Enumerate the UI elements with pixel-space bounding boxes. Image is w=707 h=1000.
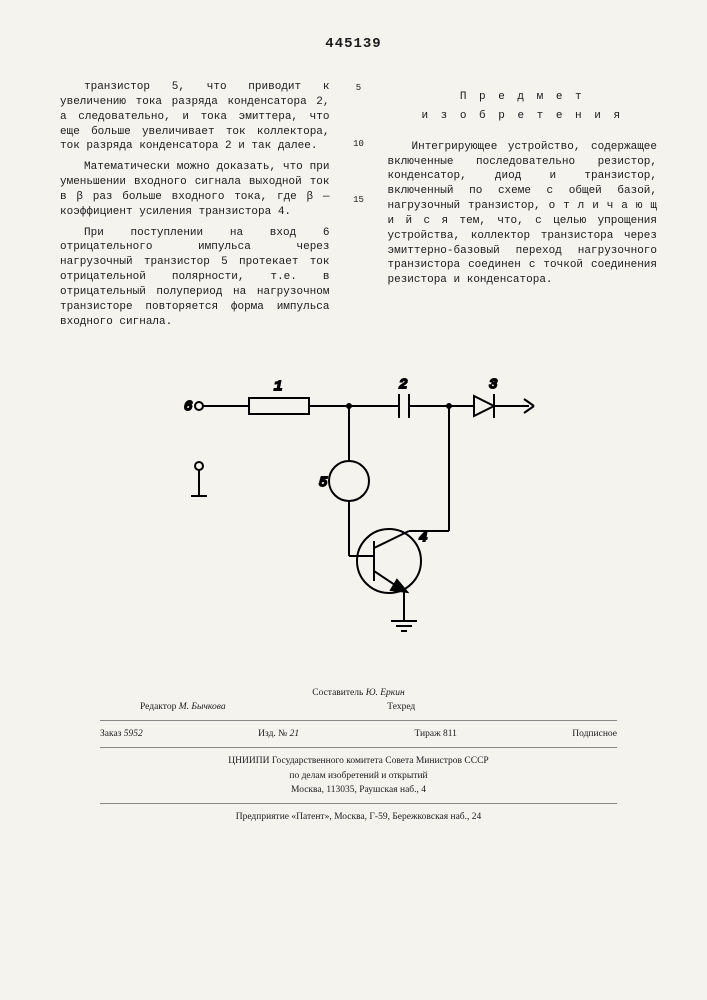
org-line-1: ЦНИИПИ Государственного комитета Совета … <box>60 754 657 768</box>
left-column: транзистор 5, что приводит к увеличению … <box>60 80 330 336</box>
line-number-gutter: 5 10 15 <box>350 80 368 336</box>
svg-text:4: 4 <box>419 530 427 546</box>
footer: Составитель Ю. Еркин Редактор М. Бычкова… <box>60 686 657 825</box>
issue-label: Изд. № <box>258 729 287 739</box>
org-line-2: по делам изобретений и открытий <box>60 769 657 783</box>
line-number: 5 <box>350 82 368 94</box>
circulation-number: 811 <box>443 729 457 739</box>
editor-label: Редактор <box>140 702 176 712</box>
svg-text:3: 3 <box>489 377 497 393</box>
issue-number: 21 <box>290 729 300 739</box>
text-columns: транзистор 5, что приводит к увеличению … <box>60 80 657 336</box>
left-paragraph-1: транзистор 5, что приводит к увеличению … <box>60 80 330 154</box>
order-number: 5952 <box>124 729 143 739</box>
subject-title-2: и з о б р е т е н и я <box>388 109 658 124</box>
svg-text:5: 5 <box>319 475 328 491</box>
subject-title-1: П р е д м е т <box>388 90 658 105</box>
compiled-by-name: Ю. Еркин <box>366 688 405 698</box>
svg-text:6: 6 <box>184 399 192 415</box>
svg-text:2: 2 <box>399 377 407 393</box>
left-paragraph-3: При поступлении на вход 6 отрицательного… <box>60 226 330 330</box>
circuit-diagram: 6 1 2 3 <box>169 366 549 646</box>
address-line-1: Москва, 113035, Раушская наб., 4 <box>60 783 657 797</box>
compiled-by-label: Составитель <box>312 688 363 698</box>
subscription-label: Подписное <box>572 727 617 741</box>
document-number: 445139 <box>325 36 381 52</box>
right-column: П р е д м е т и з о б р е т е н и я Инте… <box>388 80 658 336</box>
editor-name: М. Бычкова <box>179 702 226 712</box>
line-number: 15 <box>350 194 368 206</box>
claim-paragraph: Интегрирующее устройство, содержащее вкл… <box>388 140 658 288</box>
left-paragraph-2: Математически можно доказать, что при ум… <box>60 160 330 219</box>
org-line-3: Предприятие «Патент», Москва, Г-59, Бере… <box>60 810 657 824</box>
order-label: Заказ <box>100 729 121 739</box>
svg-text:1: 1 <box>274 379 282 395</box>
circulation-label: Тираж <box>414 729 440 739</box>
tech-label: Техред <box>387 700 415 714</box>
line-number: 10 <box>350 138 368 150</box>
